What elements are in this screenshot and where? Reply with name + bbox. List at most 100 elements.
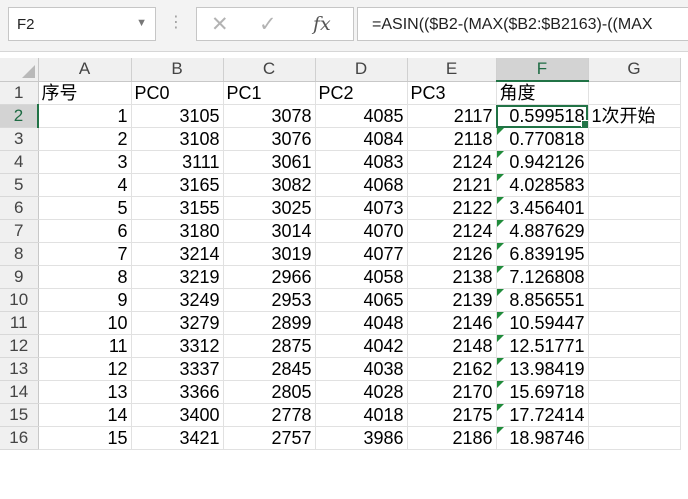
- cell-b13[interactable]: 3337: [131, 357, 224, 381]
- cell-g1[interactable]: [588, 81, 681, 105]
- cell-f14[interactable]: 15.69718: [496, 380, 589, 404]
- cell-e13[interactable]: 2162: [407, 357, 497, 381]
- cell-c13[interactable]: 2845: [223, 357, 316, 381]
- cell-e12[interactable]: 2148: [407, 334, 497, 358]
- name-box[interactable]: F2 ▼: [8, 7, 156, 41]
- cell-c2[interactable]: 3078: [223, 104, 316, 128]
- cell-b3[interactable]: 3108: [131, 127, 224, 151]
- cell-g14[interactable]: [588, 380, 681, 404]
- cell-f8[interactable]: 6.839195: [496, 242, 589, 266]
- cell-b8[interactable]: 3214: [131, 242, 224, 266]
- row-header[interactable]: 11: [0, 311, 39, 335]
- cell-b15[interactable]: 3400: [131, 403, 224, 427]
- cell-d3[interactable]: 4084: [315, 127, 408, 151]
- cell-d6[interactable]: 4073: [315, 196, 408, 220]
- cell-e5[interactable]: 2121: [407, 173, 497, 197]
- row-header[interactable]: 14: [0, 380, 39, 404]
- cell-b7[interactable]: 3180: [131, 219, 224, 243]
- cell-g3[interactable]: [588, 127, 681, 151]
- row-header[interactable]: 13: [0, 357, 39, 381]
- cell-g4[interactable]: [588, 150, 681, 174]
- cell-a7[interactable]: 6: [38, 219, 132, 243]
- cell-a9[interactable]: 8: [38, 265, 132, 289]
- cell-a14[interactable]: 13: [38, 380, 132, 404]
- column-header-f[interactable]: F: [496, 58, 589, 82]
- cell-c12[interactable]: 2875: [223, 334, 316, 358]
- cell-g13[interactable]: [588, 357, 681, 381]
- cell-c1[interactable]: PC1: [223, 81, 316, 105]
- cell-g10[interactable]: [588, 288, 681, 312]
- cell-g11[interactable]: [588, 311, 681, 335]
- cell-d7[interactable]: 4070: [315, 219, 408, 243]
- cell-f2[interactable]: 0.599518: [496, 104, 589, 128]
- cell-d9[interactable]: 4058: [315, 265, 408, 289]
- cell-d11[interactable]: 4048: [315, 311, 408, 335]
- row-header[interactable]: 10: [0, 288, 39, 312]
- cell-g15[interactable]: [588, 403, 681, 427]
- cell-a1[interactable]: 序号: [38, 81, 132, 105]
- cell-g6[interactable]: [588, 196, 681, 220]
- cell-b9[interactable]: 3219: [131, 265, 224, 289]
- column-header-g[interactable]: G: [588, 58, 681, 82]
- chevron-down-icon[interactable]: ▼: [136, 17, 147, 29]
- cell-d8[interactable]: 4077: [315, 242, 408, 266]
- cell-c4[interactable]: 3061: [223, 150, 316, 174]
- cell-a6[interactable]: 5: [38, 196, 132, 220]
- cell-b5[interactable]: 3165: [131, 173, 224, 197]
- insert-function-icon[interactable]: fx: [313, 13, 331, 35]
- cell-g12[interactable]: [588, 334, 681, 358]
- cell-b11[interactable]: 3279: [131, 311, 224, 335]
- cell-f5[interactable]: 4.028583: [496, 173, 589, 197]
- cell-d13[interactable]: 4038: [315, 357, 408, 381]
- row-header[interactable]: 1: [0, 81, 39, 105]
- cell-a16[interactable]: 15: [38, 426, 132, 450]
- row-header[interactable]: 2: [0, 104, 39, 128]
- column-header-e[interactable]: E: [407, 58, 497, 82]
- cell-a3[interactable]: 2: [38, 127, 132, 151]
- cell-a2[interactable]: 1: [38, 104, 132, 128]
- cell-a12[interactable]: 11: [38, 334, 132, 358]
- column-header-a[interactable]: A: [38, 58, 132, 82]
- cell-f11[interactable]: 10.59447: [496, 311, 589, 335]
- cell-b16[interactable]: 3421: [131, 426, 224, 450]
- cell-f12[interactable]: 12.51771: [496, 334, 589, 358]
- cell-e11[interactable]: 2146: [407, 311, 497, 335]
- cell-b1[interactable]: PC0: [131, 81, 224, 105]
- row-header[interactable]: 5: [0, 173, 39, 197]
- column-header-d[interactable]: D: [315, 58, 408, 82]
- column-header-c[interactable]: C: [223, 58, 316, 82]
- cell-b10[interactable]: 3249: [131, 288, 224, 312]
- cell-a8[interactable]: 7: [38, 242, 132, 266]
- cell-c16[interactable]: 2757: [223, 426, 316, 450]
- cell-e4[interactable]: 2124: [407, 150, 497, 174]
- cell-e1[interactable]: PC3: [407, 81, 497, 105]
- cell-c10[interactable]: 2953: [223, 288, 316, 312]
- cell-c11[interactable]: 2899: [223, 311, 316, 335]
- cell-b2[interactable]: 3105: [131, 104, 224, 128]
- cell-f6[interactable]: 3.456401: [496, 196, 589, 220]
- cell-f13[interactable]: 13.98419: [496, 357, 589, 381]
- cell-d5[interactable]: 4068: [315, 173, 408, 197]
- select-all-corner[interactable]: [0, 58, 39, 82]
- cell-g16[interactable]: [588, 426, 681, 450]
- cell-e16[interactable]: 2186: [407, 426, 497, 450]
- cell-d16[interactable]: 3986: [315, 426, 408, 450]
- cell-c9[interactable]: 2966: [223, 265, 316, 289]
- row-header[interactable]: 6: [0, 196, 39, 220]
- cell-e3[interactable]: 2118: [407, 127, 497, 151]
- cell-e8[interactable]: 2126: [407, 242, 497, 266]
- cell-c6[interactable]: 3025: [223, 196, 316, 220]
- cell-f3[interactable]: 0.770818: [496, 127, 589, 151]
- cell-b14[interactable]: 3366: [131, 380, 224, 404]
- cell-b12[interactable]: 3312: [131, 334, 224, 358]
- row-header[interactable]: 12: [0, 334, 39, 358]
- cell-b6[interactable]: 3155: [131, 196, 224, 220]
- cell-e15[interactable]: 2175: [407, 403, 497, 427]
- row-header[interactable]: 3: [0, 127, 39, 151]
- cell-e14[interactable]: 2170: [407, 380, 497, 404]
- column-header-b[interactable]: B: [131, 58, 224, 82]
- cell-g5[interactable]: [588, 173, 681, 197]
- cell-a15[interactable]: 14: [38, 403, 132, 427]
- cell-c15[interactable]: 2778: [223, 403, 316, 427]
- cell-e10[interactable]: 2139: [407, 288, 497, 312]
